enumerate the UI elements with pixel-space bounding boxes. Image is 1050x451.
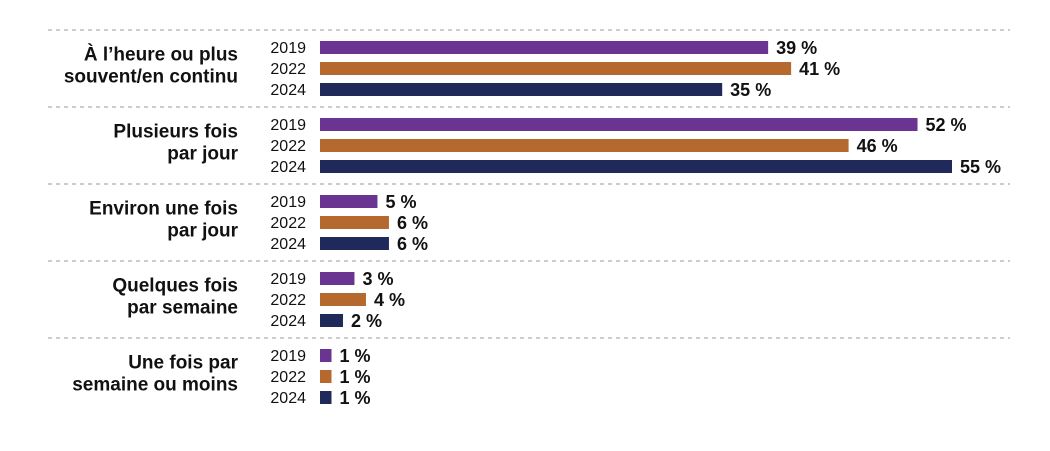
data-label: 52 % — [926, 115, 967, 135]
bar — [320, 272, 355, 285]
bar — [320, 139, 849, 152]
data-label: 6 % — [397, 213, 428, 233]
category-label: Une fois par — [128, 353, 238, 374]
data-label: 1 % — [339, 346, 370, 366]
bar — [320, 314, 343, 327]
bar — [320, 293, 366, 306]
bar — [320, 83, 723, 96]
data-label: 2 % — [351, 311, 382, 331]
category-label: souvent/en continu — [64, 67, 238, 88]
bar — [320, 160, 952, 173]
bar — [320, 195, 378, 208]
data-label: 6 % — [397, 234, 428, 254]
data-label: 39 % — [776, 38, 817, 58]
bar — [320, 237, 389, 250]
data-label: 35 % — [730, 80, 771, 100]
year-label: 2019 — [270, 194, 306, 211]
bar — [320, 216, 389, 229]
year-label: 2019 — [270, 271, 306, 288]
category-label: Environ une fois — [89, 199, 238, 220]
category-label: par semaine — [127, 298, 238, 319]
year-label: 2022 — [270, 369, 306, 386]
bar — [320, 370, 332, 383]
category-label: Quelques fois — [112, 276, 238, 297]
data-label: 1 % — [339, 367, 370, 387]
year-label: 2022 — [270, 138, 306, 155]
data-label: 3 % — [362, 269, 393, 289]
year-label: 2019 — [270, 117, 306, 134]
category-label: par jour — [167, 144, 238, 165]
category-label: Plusieurs fois — [113, 122, 238, 143]
bar — [320, 391, 332, 404]
year-label: 2019 — [270, 40, 306, 57]
category-label: semaine ou moins — [72, 375, 238, 396]
year-label: 2024 — [270, 82, 306, 99]
data-label: 1 % — [339, 388, 370, 408]
bar — [320, 118, 918, 131]
year-label: 2024 — [270, 159, 306, 176]
year-label: 2022 — [270, 61, 306, 78]
data-label: 5 % — [385, 192, 416, 212]
year-label: 2024 — [270, 236, 306, 253]
data-label: 41 % — [799, 59, 840, 79]
data-label: 46 % — [857, 136, 898, 156]
bar — [320, 41, 769, 54]
category-label: par jour — [167, 221, 238, 242]
year-label: 2022 — [270, 292, 306, 309]
year-label: 2022 — [270, 215, 306, 232]
year-label: 2024 — [270, 313, 306, 330]
category-label: À l’heure ou plus — [84, 44, 238, 66]
year-label: 2024 — [270, 390, 306, 407]
data-label: 55 % — [960, 157, 1001, 177]
year-label: 2019 — [270, 348, 306, 365]
data-label: 4 % — [374, 290, 405, 310]
bar — [320, 62, 792, 75]
bar — [320, 349, 332, 362]
